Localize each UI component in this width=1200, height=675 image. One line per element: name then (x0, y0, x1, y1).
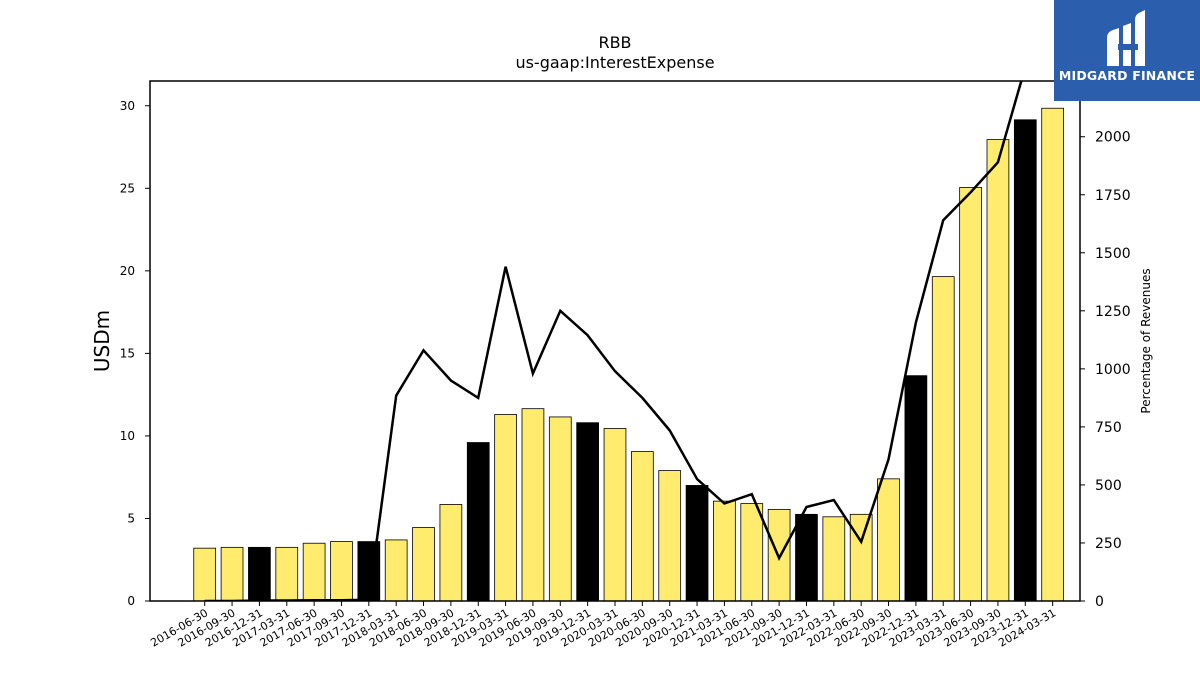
brand-logo: MIDGARD FINANCE (1054, 0, 1200, 101)
bar (439, 504, 463, 602)
bar (740, 503, 764, 602)
bar (931, 276, 955, 602)
y2-tick-label: 1000 (1095, 362, 1131, 378)
y2-axis-label: Percentage of Revenues (1139, 268, 1153, 413)
bar (521, 408, 545, 602)
y-axis-left: 0 5 10 15 20 25 30 (120, 99, 150, 608)
y-tick-label: 5 (127, 511, 135, 525)
bar (576, 422, 599, 602)
y2-tick-label: 1500 (1095, 246, 1131, 262)
bar (959, 187, 982, 602)
bar (1013, 119, 1037, 602)
bar (193, 547, 217, 602)
bar (685, 485, 709, 602)
bar (466, 442, 490, 602)
y2-tick-label: 750 (1095, 420, 1122, 436)
y-tick-label: 15 (120, 346, 135, 360)
y2-tick-label: 0 (1095, 594, 1104, 610)
bar (822, 516, 846, 602)
bar (412, 527, 435, 602)
bar (302, 542, 326, 602)
bar (658, 470, 682, 602)
bar (384, 539, 408, 602)
bar (795, 513, 818, 602)
bar (330, 541, 353, 602)
bar (220, 546, 244, 602)
chart-subtitle: us-gaap:InterestExpense (515, 53, 714, 72)
bar (603, 428, 627, 602)
y-tick-label: 10 (120, 429, 135, 443)
chart-title: RBB (598, 33, 631, 52)
y2-tick-label: 500 (1095, 478, 1122, 494)
bar (713, 500, 736, 602)
y-axis-right: 0 250 500 750 1000 1250 1500 1750 2000 (1080, 130, 1131, 610)
bar (275, 546, 299, 602)
bar (877, 478, 900, 602)
bar (548, 416, 572, 602)
y2-tick-label: 1250 (1095, 304, 1131, 320)
bar (494, 414, 517, 602)
y-tick-label: 20 (120, 264, 135, 278)
bar (1041, 107, 1064, 602)
y-axis-label: USDm (90, 310, 114, 372)
y2-tick-label: 1750 (1095, 188, 1131, 204)
y2-tick-label: 2000 (1095, 130, 1131, 146)
bar (849, 513, 873, 602)
bar-series (193, 107, 1064, 602)
y-tick-label: 30 (120, 99, 135, 113)
logo-text: MIDGARD FINANCE (1058, 68, 1196, 83)
bar (631, 451, 654, 602)
y2-tick-label: 250 (1095, 536, 1122, 552)
y-tick-label: 0 (127, 594, 135, 608)
bar (904, 375, 928, 602)
logo-mark-icon (1107, 10, 1145, 66)
y-tick-label: 25 (120, 181, 135, 195)
bar (248, 546, 271, 602)
x-axis: 2016-06-302016-09-302016-12-312017-03-31… (148, 601, 1058, 650)
bar (986, 139, 1010, 602)
